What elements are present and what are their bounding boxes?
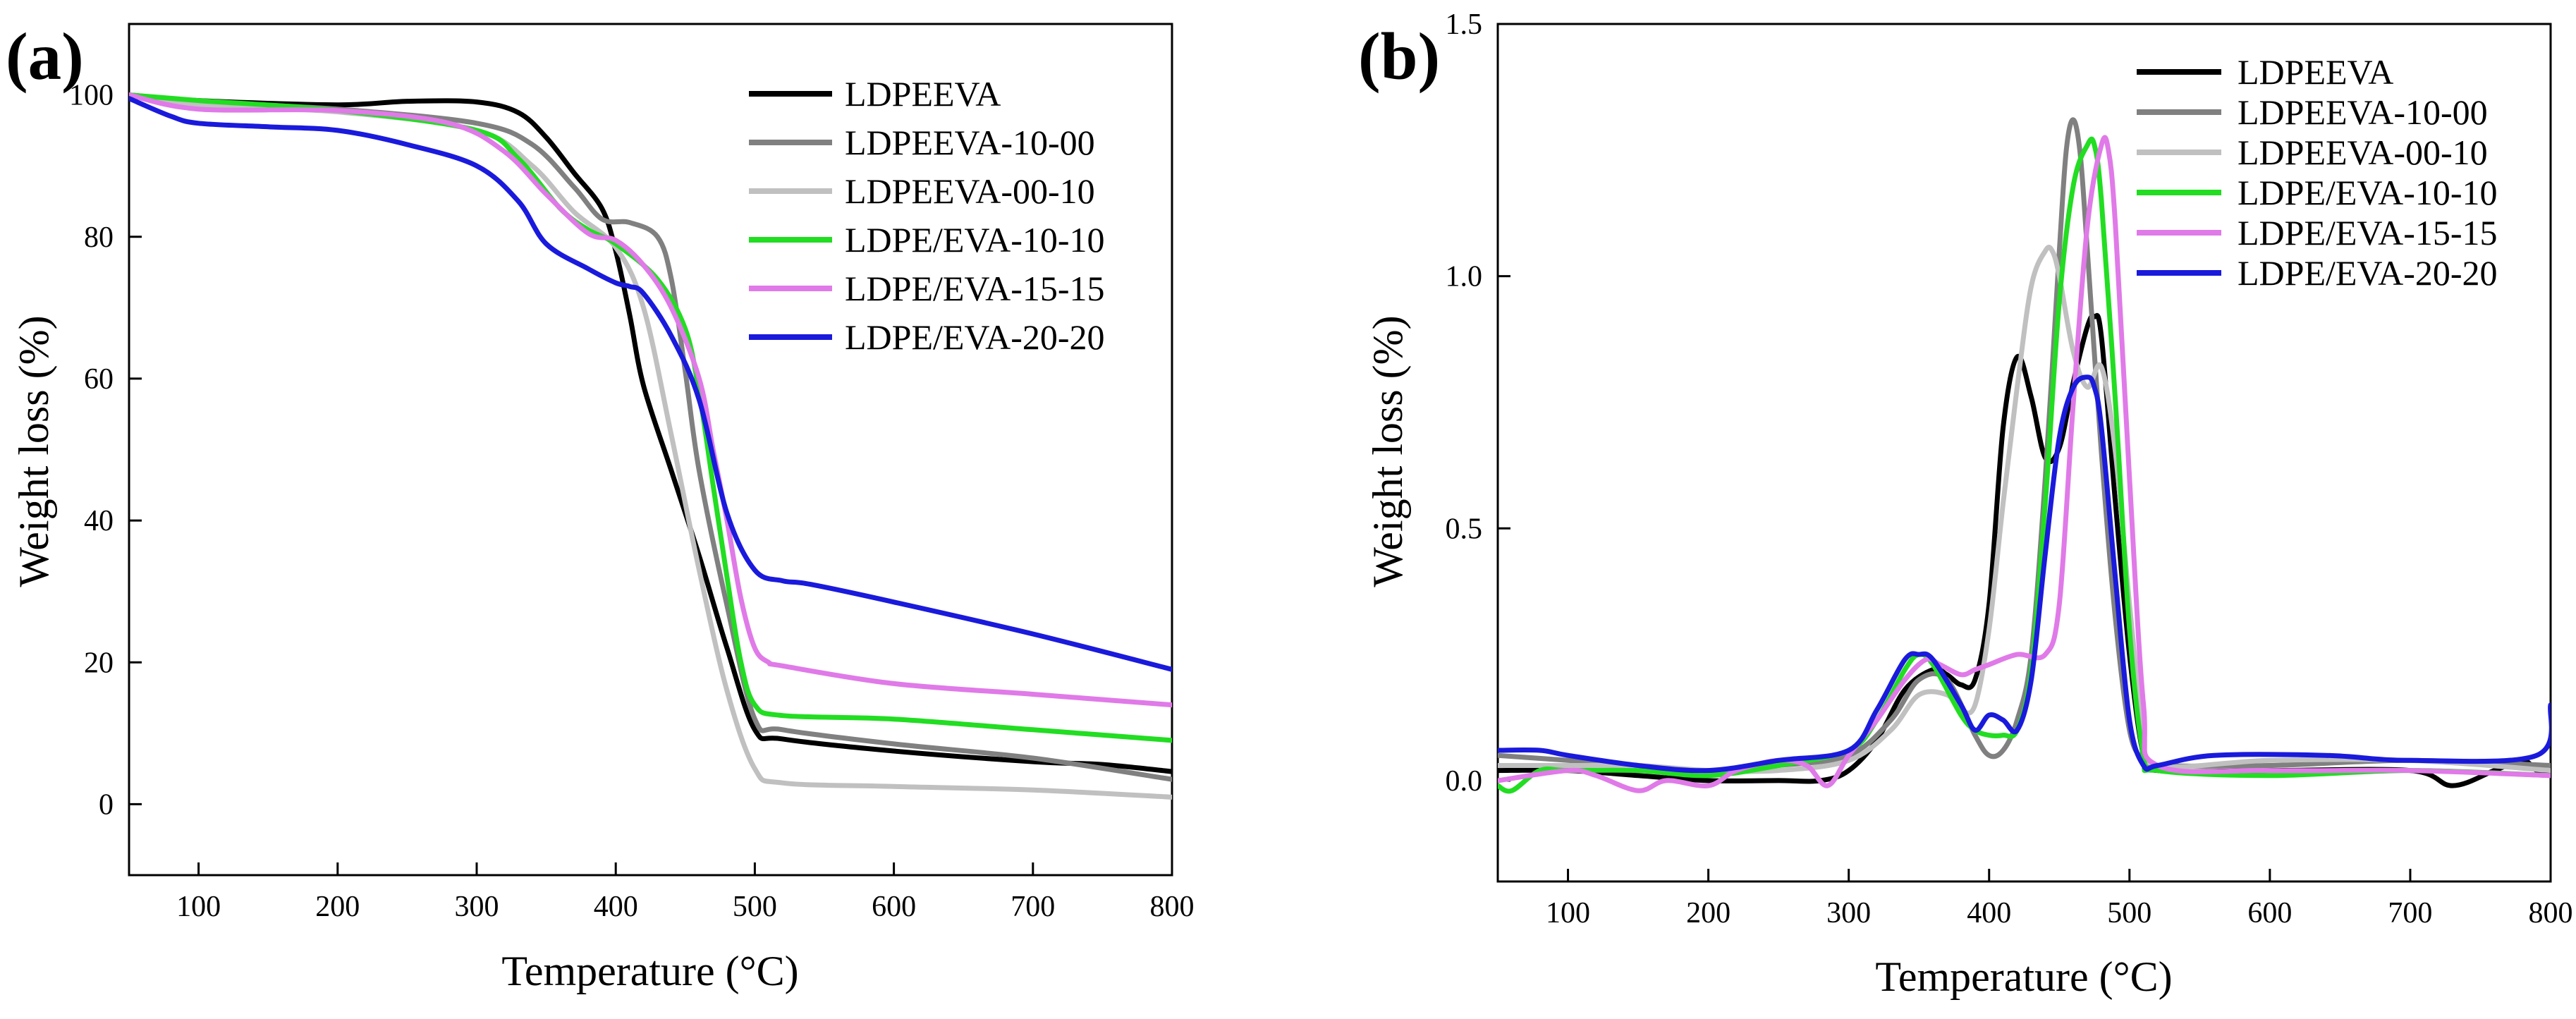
- legend-label: LDPEEVA-10-00: [845, 123, 1095, 162]
- y-tick-label: 1.0: [1446, 261, 1483, 293]
- x-axis-title: Temperature (°C): [501, 948, 798, 994]
- y-tick-label: 20: [84, 647, 114, 679]
- panel-b: (b) Weight loss (%) Temperature (°C) 100 200…: [1358, 8, 2573, 1000]
- x-tick-label: 500: [733, 891, 777, 923]
- x-tick-label: 700: [2388, 897, 2432, 929]
- x-tick-label: 100: [1546, 897, 1590, 929]
- panel-a: (a)Weight loss (%)Temperature (°C)100 200…: [6, 19, 1195, 994]
- x-tick-label: 200: [315, 891, 360, 923]
- y-tick-label: 80: [84, 221, 114, 254]
- legend-label: LDPEEVA: [845, 74, 1001, 114]
- y-axis-title: Weight loss (%): [11, 315, 57, 587]
- y-tick-label: 1.5: [1446, 8, 1483, 41]
- y-tick-label: 0: [99, 788, 114, 821]
- x-tick-label: 600: [872, 891, 916, 923]
- x-tick-label: 200: [1686, 897, 1730, 929]
- x-tick-label: 400: [594, 891, 638, 923]
- legend-label: LDPE/EVA-20-20: [2238, 253, 2498, 293]
- legend-label: LDPE/EVA-10-10: [2238, 173, 2498, 212]
- panel-label: (a): [6, 19, 84, 94]
- y-tick-label: 0.5: [1446, 513, 1483, 545]
- legend-label: LDPEEVA-00-10: [2238, 133, 2488, 172]
- legend-label: LDPE/EVA-10-10: [845, 220, 1105, 260]
- y-tick-label: 0.0: [1446, 765, 1483, 798]
- x-tick-label: 800: [2529, 897, 2573, 929]
- x-tick-label: 500: [2107, 897, 2151, 929]
- legend-label: LDPE/EVA-15-15: [845, 269, 1105, 308]
- panel-label: (b): [1358, 19, 1440, 94]
- y-tick-label: 100: [69, 80, 114, 112]
- series-line-ldpe-eva-20-20: [1498, 374, 2551, 774]
- series-line-ldpe-eva-15-15: [129, 92, 1172, 708]
- x-tick-label: 300: [455, 891, 499, 923]
- plot-frame: [1496, 23, 2552, 883]
- y-tick-label: 60: [84, 363, 114, 396]
- x-tick-label: 400: [1967, 897, 2011, 929]
- legend-label: LDPEEVA: [2238, 52, 2393, 92]
- x-tick-label: 600: [2247, 897, 2292, 929]
- x-tick-label: 100: [176, 891, 221, 923]
- x-axis-title: Temperature (°C): [1875, 953, 2172, 1000]
- plot-frame: [128, 23, 1173, 877]
- x-tick-label: 700: [1011, 891, 1055, 923]
- legend-label: LDPE/EVA-15-15: [2238, 213, 2498, 252]
- legend-label: LDPEEVA-10-00: [2238, 92, 2488, 132]
- x-tick-label: 800: [1150, 891, 1195, 923]
- y-tick-label: 40: [84, 505, 114, 537]
- x-tick-label: 300: [1826, 897, 1871, 929]
- y-axis-title: Weight loss (%): [1365, 315, 1411, 587]
- series-line-ldpeeva: [129, 92, 1172, 774]
- legend-label: LDPE/EVA-20-20: [845, 317, 1105, 357]
- legend-label: LDPEEVA-00-10: [845, 171, 1095, 211]
- series-line-ldpe-eva-20-20: [129, 96, 1172, 672]
